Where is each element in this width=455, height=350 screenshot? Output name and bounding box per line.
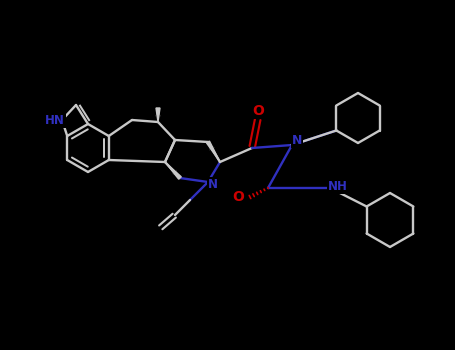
Polygon shape bbox=[156, 108, 160, 122]
Text: HN: HN bbox=[45, 113, 65, 126]
Text: N: N bbox=[208, 178, 218, 191]
Text: O: O bbox=[232, 190, 244, 204]
Text: N: N bbox=[292, 133, 302, 147]
Text: O: O bbox=[252, 104, 264, 118]
Polygon shape bbox=[165, 162, 181, 179]
Polygon shape bbox=[207, 141, 220, 162]
Text: NH: NH bbox=[328, 180, 348, 193]
